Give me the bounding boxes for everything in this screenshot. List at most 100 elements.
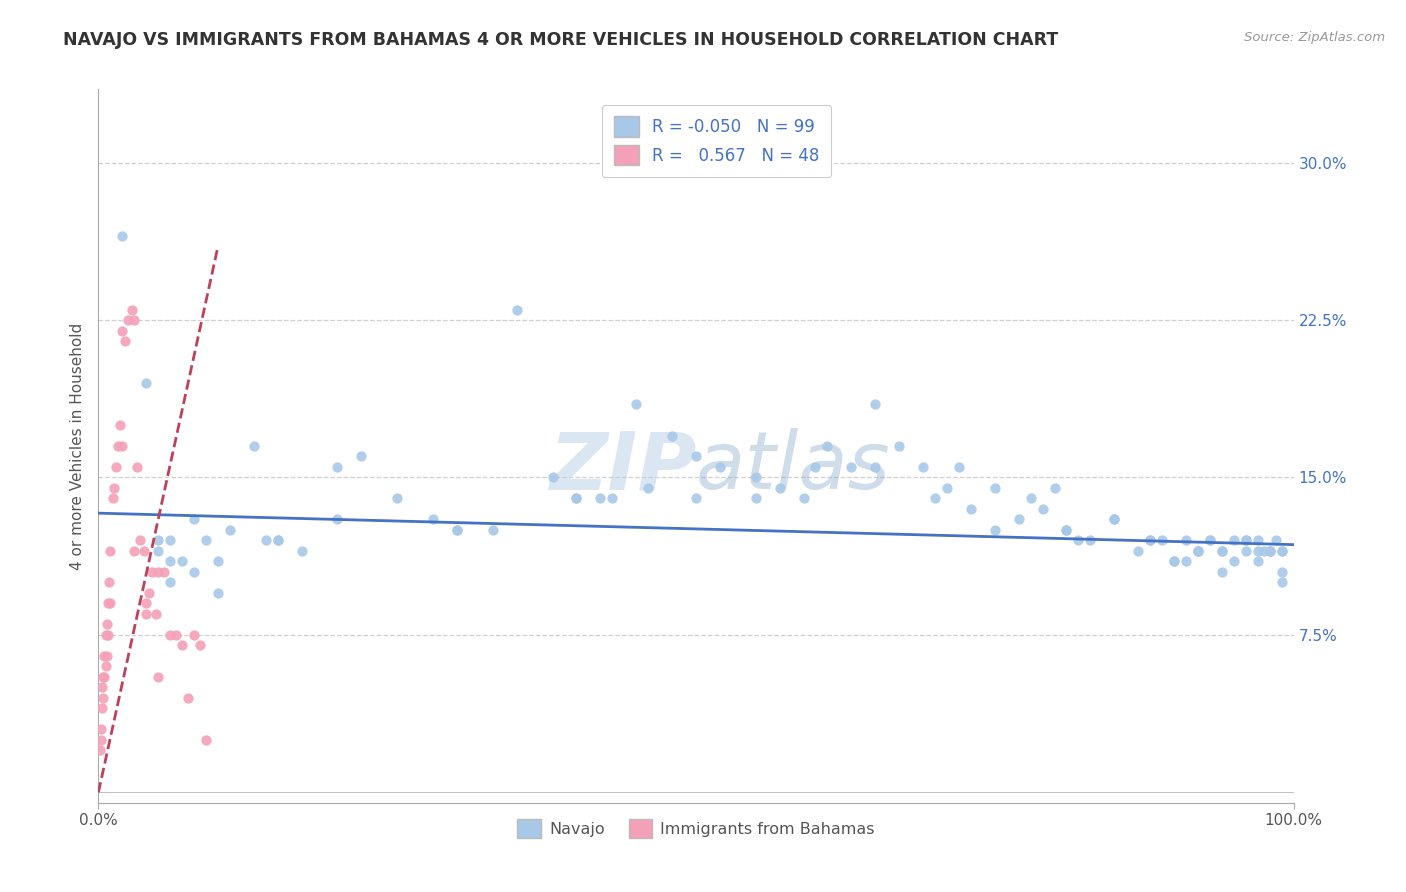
Point — [141, 565, 163, 579]
Point — [132, 544, 155, 558]
Y-axis label: 4 or more Vehicles in Household: 4 or more Vehicles in Household — [69, 322, 84, 570]
Point — [90, 732, 112, 747]
Point — [1043, 481, 1066, 495]
Point — [107, 439, 129, 453]
Point — [1104, 512, 1126, 526]
Point — [97, 628, 120, 642]
Point — [326, 512, 349, 526]
Point — [1258, 544, 1281, 558]
Point — [745, 470, 768, 484]
Point — [1187, 544, 1209, 558]
Point — [243, 439, 266, 453]
Point — [506, 302, 529, 317]
Point — [1199, 533, 1222, 548]
Point — [93, 648, 115, 663]
Point — [589, 491, 612, 506]
Point — [350, 450, 373, 464]
Point — [422, 512, 444, 526]
Point — [541, 470, 564, 484]
Point — [865, 460, 887, 475]
Point — [924, 491, 946, 506]
Point — [1271, 544, 1294, 558]
Point — [124, 544, 146, 558]
Point — [145, 607, 167, 621]
Point — [685, 491, 707, 506]
Point — [709, 460, 731, 475]
Point — [172, 554, 194, 568]
Point — [936, 481, 959, 495]
Point — [114, 334, 136, 348]
Point — [94, 659, 117, 673]
Point — [172, 639, 194, 653]
Point — [188, 639, 211, 653]
Point — [121, 302, 143, 317]
Point — [148, 565, 170, 579]
Point — [98, 575, 121, 590]
Point — [1247, 533, 1270, 548]
Point — [865, 397, 887, 411]
Text: NAVAJO VS IMMIGRANTS FROM BAHAMAS 4 OR MORE VEHICLES IN HOUSEHOLD CORRELATION CH: NAVAJO VS IMMIGRANTS FROM BAHAMAS 4 OR M… — [63, 31, 1059, 49]
Point — [565, 491, 588, 506]
Point — [626, 397, 648, 411]
Point — [101, 491, 124, 506]
Point — [1104, 512, 1126, 526]
Point — [768, 481, 790, 495]
Point — [183, 565, 205, 579]
Point — [661, 428, 683, 442]
Point — [1019, 491, 1042, 506]
Point — [94, 628, 117, 642]
Point — [1032, 502, 1054, 516]
Point — [948, 460, 970, 475]
Point — [135, 376, 157, 390]
Point — [148, 533, 170, 548]
Point — [195, 732, 218, 747]
Point — [1175, 554, 1198, 568]
Point — [889, 439, 911, 453]
Point — [1264, 533, 1286, 548]
Point — [984, 481, 1007, 495]
Point — [96, 617, 118, 632]
Point — [165, 628, 187, 642]
Point — [138, 586, 160, 600]
Point — [1271, 575, 1294, 590]
Point — [1187, 544, 1209, 558]
Point — [1139, 533, 1161, 548]
Point — [207, 554, 229, 568]
Point — [111, 229, 134, 244]
Point — [1080, 533, 1102, 548]
Point — [1234, 544, 1257, 558]
Point — [326, 460, 349, 475]
Point — [1056, 523, 1078, 537]
Point — [117, 313, 139, 327]
Point — [1234, 533, 1257, 548]
Point — [111, 439, 134, 453]
Point — [1067, 533, 1090, 548]
Point — [98, 544, 122, 558]
Point — [1211, 544, 1233, 558]
Point — [385, 491, 409, 506]
Point — [446, 523, 468, 537]
Point — [1247, 554, 1270, 568]
Point — [291, 544, 314, 558]
Point — [685, 450, 707, 464]
Point — [1247, 544, 1270, 558]
Point — [1253, 544, 1275, 558]
Point — [804, 460, 827, 475]
Point — [1258, 544, 1281, 558]
Point — [911, 460, 934, 475]
Point — [984, 523, 1007, 537]
Point — [267, 533, 290, 548]
Point — [1211, 544, 1233, 558]
Point — [219, 523, 242, 537]
Point — [1223, 533, 1246, 548]
Point — [108, 417, 131, 432]
Point — [148, 670, 170, 684]
Point — [159, 575, 181, 590]
Point — [97, 596, 120, 610]
Point — [793, 491, 815, 506]
Point — [841, 460, 863, 475]
Point — [1199, 533, 1222, 548]
Point — [254, 533, 277, 548]
Point — [637, 481, 659, 495]
Point — [91, 670, 114, 684]
